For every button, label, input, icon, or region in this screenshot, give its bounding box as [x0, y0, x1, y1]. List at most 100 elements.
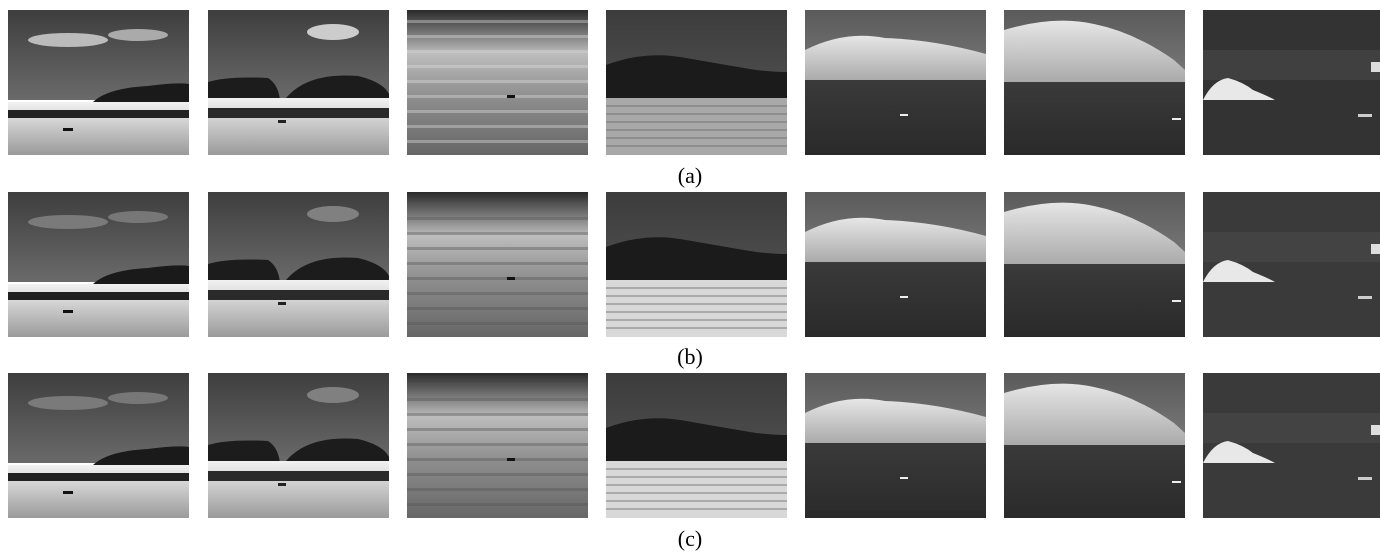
- wave: [407, 277, 588, 280]
- wave: [407, 247, 588, 250]
- image-panel: [1004, 192, 1185, 337]
- wave: [407, 443, 588, 446]
- glint: [606, 319, 787, 321]
- boat: [900, 296, 908, 298]
- image-panel: [8, 192, 189, 337]
- boat: [507, 458, 515, 461]
- boat: [1172, 481, 1181, 483]
- glint: [606, 295, 787, 297]
- figure: (a) (b) (c): [0, 0, 1380, 552]
- band: [1203, 413, 1380, 443]
- image-panel: [8, 10, 189, 155]
- sea: [8, 102, 189, 155]
- wave: [407, 80, 588, 83]
- boat: [507, 95, 515, 98]
- sea: [208, 98, 389, 155]
- glint: [606, 311, 787, 313]
- sea: [805, 262, 986, 337]
- wave: [407, 35, 588, 38]
- glint: [606, 129, 787, 131]
- glint: [606, 327, 787, 329]
- sea: [1004, 264, 1185, 337]
- shore: [208, 471, 389, 481]
- boat: [900, 477, 908, 479]
- glint: [606, 287, 787, 289]
- wave: [407, 503, 588, 506]
- glint: [606, 137, 787, 139]
- image-panel: [1203, 373, 1380, 518]
- image-panel: [407, 10, 588, 155]
- glint: [606, 484, 787, 486]
- sea: [1004, 445, 1185, 518]
- image-panel: [1203, 10, 1380, 155]
- wave: [407, 383, 588, 386]
- cloud: [307, 387, 359, 403]
- sea: [208, 280, 389, 337]
- cloud: [108, 211, 168, 223]
- boat: [1358, 296, 1372, 299]
- boat: [900, 114, 908, 116]
- band: [1203, 232, 1380, 262]
- wave: [407, 458, 588, 461]
- cloud: [108, 392, 168, 404]
- wave: [407, 322, 588, 325]
- boat: [1172, 300, 1181, 302]
- wave: [407, 488, 588, 491]
- sea: [805, 80, 986, 155]
- page: (a) (b) (c) (() => { const data = JSON.p…: [0, 0, 1380, 552]
- image-panel: [1004, 10, 1185, 155]
- image-panel: [208, 373, 389, 518]
- island: [208, 78, 280, 101]
- boat: [1172, 118, 1181, 120]
- wave: [407, 413, 588, 416]
- cloud: [28, 33, 108, 47]
- wave: [407, 95, 588, 98]
- boat: [278, 302, 286, 305]
- glint: [606, 145, 787, 147]
- sea: [208, 461, 389, 518]
- boat: [278, 483, 286, 486]
- glint: [606, 468, 787, 470]
- boat: [1371, 244, 1380, 254]
- cloud: [28, 215, 108, 229]
- cloud: [108, 29, 168, 41]
- panel-label: (a): [678, 163, 702, 188]
- image-panel: [805, 192, 986, 337]
- wave: [407, 217, 588, 220]
- wave: [407, 473, 588, 476]
- glint: [606, 500, 787, 502]
- wave: [407, 428, 588, 431]
- image-panel: [1004, 373, 1185, 518]
- sea: [8, 465, 189, 518]
- wave: [407, 262, 588, 265]
- boat: [507, 277, 515, 280]
- wave: [407, 202, 588, 205]
- wave: [407, 65, 588, 68]
- image-panel: [805, 373, 986, 518]
- boat: [1358, 114, 1372, 117]
- glint: [606, 121, 787, 123]
- boat: [1358, 477, 1372, 480]
- glint: [606, 476, 787, 478]
- boat: [1371, 425, 1380, 435]
- image-panel: [407, 373, 588, 518]
- glint: [606, 105, 787, 107]
- glint: [606, 508, 787, 510]
- image-panel: [805, 10, 986, 155]
- boat: [63, 491, 73, 494]
- band: [1203, 50, 1380, 80]
- sea: [1004, 82, 1185, 155]
- image-panel: [208, 192, 389, 337]
- wave: [407, 292, 588, 295]
- image-panel: [606, 10, 787, 155]
- sea: [805, 443, 986, 518]
- boat: [278, 120, 286, 123]
- boat: [1371, 62, 1380, 72]
- wave: [407, 140, 588, 143]
- shore: [208, 290, 389, 300]
- shore: [8, 110, 189, 118]
- wave: [407, 307, 588, 310]
- wave: [407, 232, 588, 235]
- cloud: [28, 396, 108, 410]
- glint: [606, 492, 787, 494]
